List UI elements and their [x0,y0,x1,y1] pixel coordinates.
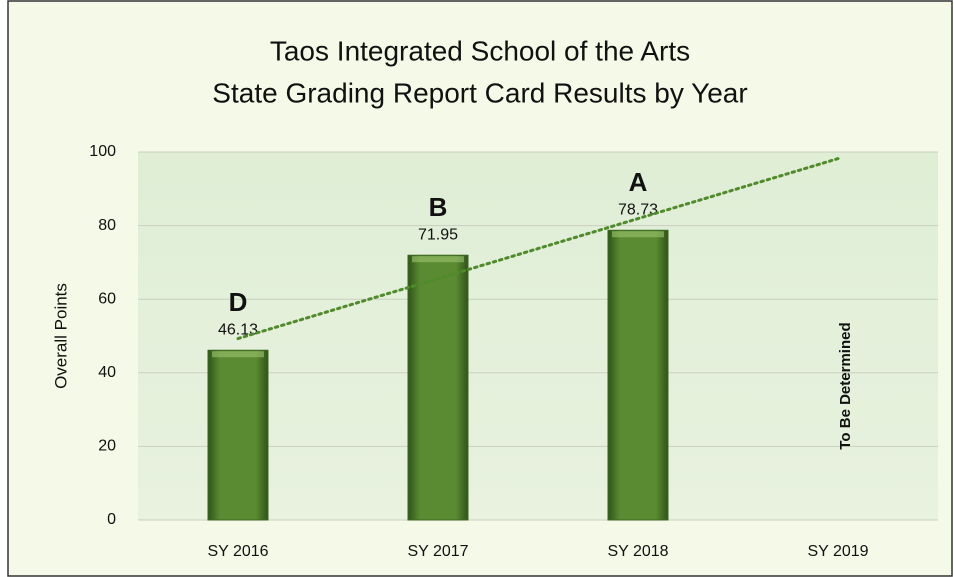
x-tick-label: SY 2018 [607,543,668,560]
bar-bevel [612,231,664,238]
bar-bevel [412,256,464,263]
y-tick-label: 80 [98,217,116,234]
grade-label: D [229,287,248,317]
x-tick-label: SY 2019 [807,543,868,560]
y-axis-label: Overall Points [51,283,70,389]
value-label: 71.95 [418,226,458,243]
x-tick-label: SY 2017 [407,543,468,560]
y-tick-label: 60 [98,290,116,307]
value-label: 78.73 [618,201,658,218]
bar [207,349,269,521]
bar [607,229,669,521]
bar-bevel [212,351,264,358]
y-tick-label: 100 [89,143,116,160]
chart-title: Taos Integrated School of the Arts [270,35,690,66]
annotation: To Be Determined [837,322,854,449]
y-tick-label: 40 [98,364,116,381]
grade-label: A [629,167,648,197]
x-tick-label: SY 2016 [207,543,268,560]
trendline [236,157,840,341]
y-tick-label: 20 [98,438,116,455]
y-tick-label: 0 [107,511,116,528]
bar [407,254,469,521]
chart-title: State Grading Report Card Results by Yea… [212,77,747,108]
grade-label: B [429,192,448,222]
value-label: 46.13 [218,321,258,338]
plot-area [138,152,938,520]
